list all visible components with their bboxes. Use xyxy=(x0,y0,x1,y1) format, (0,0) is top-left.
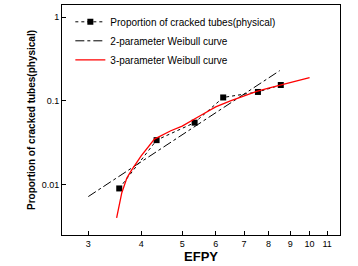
svg-text:3: 3 xyxy=(86,239,91,249)
svg-text:6: 6 xyxy=(213,239,218,249)
svg-text:10: 10 xyxy=(305,239,315,249)
svg-text:4: 4 xyxy=(139,239,144,249)
svg-text:9: 9 xyxy=(288,239,293,249)
svg-text:3-parameter Weibull curve: 3-parameter Weibull curve xyxy=(110,55,228,66)
svg-text:7: 7 xyxy=(242,239,247,249)
svg-text:2-parameter Weibull curve: 2-parameter Weibull curve xyxy=(110,36,228,47)
svg-text:0.1: 0.1 xyxy=(47,96,60,106)
svg-text:Proportion of cracked tubes(ph: Proportion of cracked tubes(physical) xyxy=(26,30,37,210)
svg-text:0.01: 0.01 xyxy=(42,180,60,190)
svg-text:5: 5 xyxy=(180,239,185,249)
svg-text:1: 1 xyxy=(54,12,59,22)
svg-text:11: 11 xyxy=(322,239,331,249)
svg-text:Proportion of cracked tubes(ph: Proportion of cracked tubes(physical) xyxy=(110,17,275,28)
svg-text:EFPY: EFPY xyxy=(184,249,218,264)
svg-text:8: 8 xyxy=(266,239,271,249)
